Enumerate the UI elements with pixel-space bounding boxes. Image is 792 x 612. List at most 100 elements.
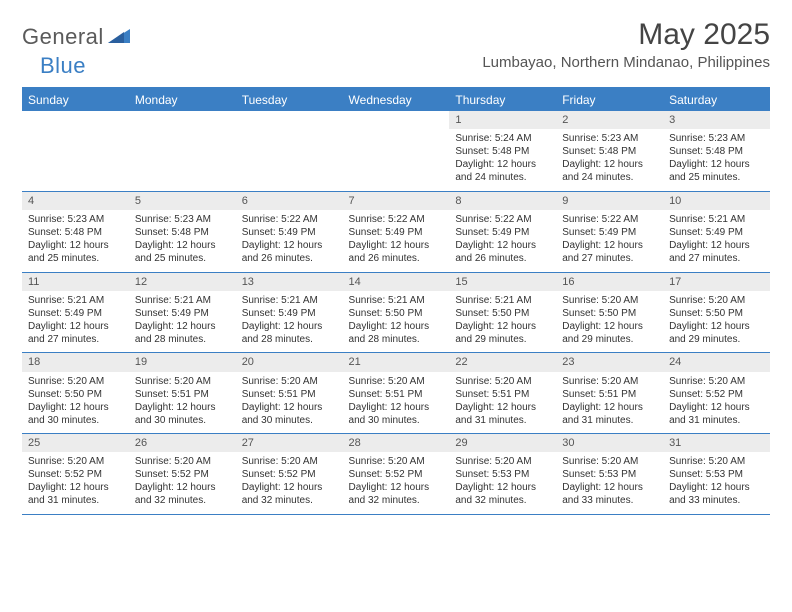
day-number <box>22 111 129 129</box>
day-detail: Sunrise: 5:20 AMSunset: 5:51 PMDaylight:… <box>129 372 236 434</box>
sunrise-text: Sunrise: 5:20 AM <box>349 455 444 468</box>
sunset-text: Sunset: 5:51 PM <box>135 388 230 401</box>
day-detail: Sunrise: 5:20 AMSunset: 5:53 PMDaylight:… <box>556 452 663 514</box>
location: Lumbayao, Northern Mindanao, Philippines <box>482 54 770 71</box>
sunrise-text: Sunrise: 5:23 AM <box>669 132 764 145</box>
day-number: 5 <box>129 191 236 210</box>
day-number: 20 <box>236 353 343 372</box>
sunset-text: Sunset: 5:52 PM <box>135 468 230 481</box>
sunset-text: Sunset: 5:53 PM <box>562 468 657 481</box>
daylight-text: Daylight: 12 hours and 24 minutes. <box>562 158 657 184</box>
day-detail: Sunrise: 5:23 AMSunset: 5:48 PMDaylight:… <box>129 210 236 272</box>
calendar-table: SundayMondayTuesdayWednesdayThursdayFrid… <box>22 87 770 515</box>
detail-row: Sunrise: 5:23 AMSunset: 5:48 PMDaylight:… <box>22 210 770 272</box>
day-number: 15 <box>449 272 556 291</box>
day-detail: Sunrise: 5:21 AMSunset: 5:49 PMDaylight:… <box>129 291 236 353</box>
sunrise-text: Sunrise: 5:23 AM <box>28 213 123 226</box>
sunrise-text: Sunrise: 5:20 AM <box>562 294 657 307</box>
sunset-text: Sunset: 5:51 PM <box>242 388 337 401</box>
day-detail: Sunrise: 5:23 AMSunset: 5:48 PMDaylight:… <box>22 210 129 272</box>
sunrise-text: Sunrise: 5:20 AM <box>669 455 764 468</box>
day-number: 6 <box>236 191 343 210</box>
day-number: 17 <box>663 272 770 291</box>
sunrise-text: Sunrise: 5:20 AM <box>349 375 444 388</box>
day-header: Thursday <box>449 88 556 111</box>
daynum-row: 11121314151617 <box>22 272 770 291</box>
sunrise-text: Sunrise: 5:20 AM <box>455 455 550 468</box>
day-number <box>343 111 450 129</box>
sunset-text: Sunset: 5:53 PM <box>455 468 550 481</box>
day-detail: Sunrise: 5:21 AMSunset: 5:49 PMDaylight:… <box>236 291 343 353</box>
sunset-text: Sunset: 5:49 PM <box>669 226 764 239</box>
day-detail: Sunrise: 5:20 AMSunset: 5:50 PMDaylight:… <box>663 291 770 353</box>
daylight-text: Daylight: 12 hours and 27 minutes. <box>562 239 657 265</box>
day-detail: Sunrise: 5:20 AMSunset: 5:50 PMDaylight:… <box>22 372 129 434</box>
day-number: 9 <box>556 191 663 210</box>
day-number: 8 <box>449 191 556 210</box>
daylight-text: Daylight: 12 hours and 30 minutes. <box>135 401 230 427</box>
sunset-text: Sunset: 5:49 PM <box>242 226 337 239</box>
day-detail: Sunrise: 5:22 AMSunset: 5:49 PMDaylight:… <box>556 210 663 272</box>
sunset-text: Sunset: 5:49 PM <box>562 226 657 239</box>
sunrise-text: Sunrise: 5:20 AM <box>242 375 337 388</box>
day-number: 27 <box>236 434 343 453</box>
sunset-text: Sunset: 5:49 PM <box>28 307 123 320</box>
day-detail: Sunrise: 5:20 AMSunset: 5:52 PMDaylight:… <box>236 452 343 514</box>
sunset-text: Sunset: 5:49 PM <box>455 226 550 239</box>
sunrise-text: Sunrise: 5:21 AM <box>349 294 444 307</box>
logo-text-blue: Blue <box>40 53 86 79</box>
day-detail: Sunrise: 5:20 AMSunset: 5:51 PMDaylight:… <box>449 372 556 434</box>
daylight-text: Daylight: 12 hours and 27 minutes. <box>28 320 123 346</box>
sunset-text: Sunset: 5:52 PM <box>28 468 123 481</box>
sunset-text: Sunset: 5:52 PM <box>669 388 764 401</box>
daylight-text: Daylight: 12 hours and 32 minutes. <box>135 481 230 507</box>
sunset-text: Sunset: 5:49 PM <box>242 307 337 320</box>
title-block: May 2025 Lumbayao, Northern Mindanao, Ph… <box>482 18 770 71</box>
day-header: Friday <box>556 88 663 111</box>
daylight-text: Daylight: 12 hours and 28 minutes. <box>349 320 444 346</box>
day-detail <box>236 129 343 191</box>
sunset-text: Sunset: 5:51 PM <box>349 388 444 401</box>
day-number: 16 <box>556 272 663 291</box>
day-header-row: SundayMondayTuesdayWednesdayThursdayFrid… <box>22 88 770 111</box>
sunrise-text: Sunrise: 5:21 AM <box>242 294 337 307</box>
day-number: 7 <box>343 191 450 210</box>
day-number: 31 <box>663 434 770 453</box>
day-detail: Sunrise: 5:20 AMSunset: 5:51 PMDaylight:… <box>343 372 450 434</box>
sunrise-text: Sunrise: 5:22 AM <box>455 213 550 226</box>
day-detail: Sunrise: 5:21 AMSunset: 5:50 PMDaylight:… <box>449 291 556 353</box>
day-detail: Sunrise: 5:22 AMSunset: 5:49 PMDaylight:… <box>449 210 556 272</box>
sunrise-text: Sunrise: 5:20 AM <box>669 294 764 307</box>
sunrise-text: Sunrise: 5:21 AM <box>669 213 764 226</box>
daylight-text: Daylight: 12 hours and 31 minutes. <box>562 401 657 427</box>
daylight-text: Daylight: 12 hours and 26 minutes. <box>349 239 444 265</box>
day-header: Wednesday <box>343 88 450 111</box>
daylight-text: Daylight: 12 hours and 31 minutes. <box>669 401 764 427</box>
detail-row: Sunrise: 5:20 AMSunset: 5:50 PMDaylight:… <box>22 372 770 434</box>
day-detail: Sunrise: 5:20 AMSunset: 5:50 PMDaylight:… <box>556 291 663 353</box>
day-detail <box>129 129 236 191</box>
day-number: 12 <box>129 272 236 291</box>
day-number: 2 <box>556 111 663 129</box>
day-number: 11 <box>22 272 129 291</box>
sunset-text: Sunset: 5:53 PM <box>669 468 764 481</box>
sunrise-text: Sunrise: 5:22 AM <box>242 213 337 226</box>
day-number: 29 <box>449 434 556 453</box>
daylight-text: Daylight: 12 hours and 32 minutes. <box>242 481 337 507</box>
daylight-text: Daylight: 12 hours and 26 minutes. <box>242 239 337 265</box>
day-detail: Sunrise: 5:20 AMSunset: 5:52 PMDaylight:… <box>22 452 129 514</box>
daylight-text: Daylight: 12 hours and 31 minutes. <box>455 401 550 427</box>
daylight-text: Daylight: 12 hours and 31 minutes. <box>28 481 123 507</box>
day-number: 1 <box>449 111 556 129</box>
sunset-text: Sunset: 5:48 PM <box>455 145 550 158</box>
day-header: Tuesday <box>236 88 343 111</box>
daylight-text: Daylight: 12 hours and 32 minutes. <box>349 481 444 507</box>
daylight-text: Daylight: 12 hours and 33 minutes. <box>562 481 657 507</box>
day-number: 14 <box>343 272 450 291</box>
day-detail: Sunrise: 5:20 AMSunset: 5:52 PMDaylight:… <box>343 452 450 514</box>
daylight-text: Daylight: 12 hours and 25 minutes. <box>135 239 230 265</box>
sunrise-text: Sunrise: 5:20 AM <box>135 455 230 468</box>
day-detail: Sunrise: 5:20 AMSunset: 5:51 PMDaylight:… <box>236 372 343 434</box>
sunset-text: Sunset: 5:51 PM <box>562 388 657 401</box>
logo-text-general: General <box>22 24 104 50</box>
